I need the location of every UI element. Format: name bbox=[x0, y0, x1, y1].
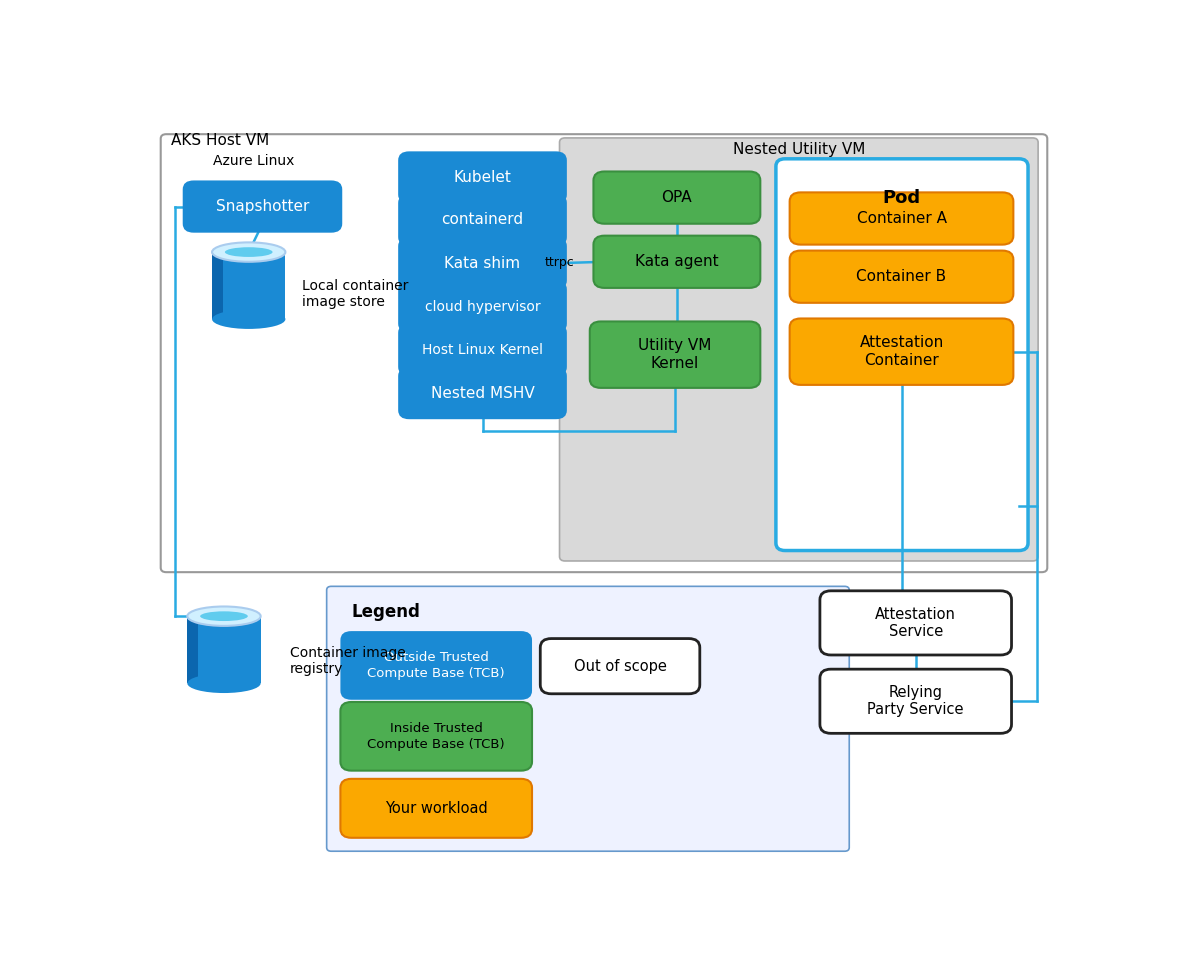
FancyBboxPatch shape bbox=[399, 280, 567, 332]
Text: Out of scope: Out of scope bbox=[574, 659, 666, 673]
Text: Nested Utility VM: Nested Utility VM bbox=[732, 142, 865, 157]
FancyBboxPatch shape bbox=[341, 702, 532, 770]
Text: Attestation
Container: Attestation Container bbox=[859, 335, 944, 368]
FancyBboxPatch shape bbox=[399, 194, 567, 246]
Text: Container image
registry: Container image registry bbox=[290, 646, 406, 676]
Text: Attestation
Service: Attestation Service bbox=[875, 607, 956, 640]
Bar bbox=[187, 616, 260, 683]
Text: Outside Trusted
Compute Base (TCB): Outside Trusted Compute Base (TCB) bbox=[368, 651, 505, 680]
Text: Kata shim: Kata shim bbox=[445, 256, 521, 270]
Text: Inside Trusted
Compute Base (TCB): Inside Trusted Compute Base (TCB) bbox=[368, 722, 505, 751]
Bar bbox=[187, 616, 199, 683]
Bar bbox=[212, 252, 224, 319]
FancyBboxPatch shape bbox=[399, 324, 567, 376]
FancyBboxPatch shape bbox=[399, 151, 567, 203]
Text: Pod: Pod bbox=[883, 189, 920, 207]
Text: containerd: containerd bbox=[441, 212, 524, 228]
FancyBboxPatch shape bbox=[820, 591, 1011, 655]
Bar bbox=[212, 252, 285, 319]
FancyBboxPatch shape bbox=[560, 138, 1039, 561]
FancyBboxPatch shape bbox=[790, 319, 1014, 385]
FancyBboxPatch shape bbox=[161, 134, 1047, 572]
FancyBboxPatch shape bbox=[327, 586, 849, 851]
Text: Nested MSHV: Nested MSHV bbox=[431, 386, 535, 400]
FancyBboxPatch shape bbox=[541, 639, 700, 694]
Text: Azure Linux: Azure Linux bbox=[213, 154, 295, 168]
FancyBboxPatch shape bbox=[341, 631, 532, 700]
Ellipse shape bbox=[187, 673, 260, 693]
Text: Legend: Legend bbox=[351, 603, 420, 621]
FancyBboxPatch shape bbox=[399, 237, 567, 290]
Ellipse shape bbox=[212, 309, 285, 328]
FancyBboxPatch shape bbox=[590, 322, 761, 388]
Text: Kubelet: Kubelet bbox=[453, 170, 511, 185]
Text: cloud hypervisor: cloud hypervisor bbox=[425, 299, 541, 314]
FancyBboxPatch shape bbox=[399, 367, 567, 420]
Ellipse shape bbox=[187, 607, 260, 626]
Text: Host Linux Kernel: Host Linux Kernel bbox=[422, 343, 543, 357]
Ellipse shape bbox=[212, 242, 285, 262]
FancyBboxPatch shape bbox=[594, 235, 761, 288]
FancyBboxPatch shape bbox=[594, 172, 761, 224]
Text: Utility VM
Kernel: Utility VM Kernel bbox=[639, 338, 712, 371]
Text: Snapshotter: Snapshotter bbox=[215, 199, 309, 214]
FancyBboxPatch shape bbox=[790, 251, 1014, 302]
Text: ttrpc: ttrpc bbox=[544, 256, 574, 268]
Text: Relying
Party Service: Relying Party Service bbox=[867, 685, 964, 717]
Ellipse shape bbox=[225, 247, 272, 257]
FancyBboxPatch shape bbox=[820, 670, 1011, 734]
FancyBboxPatch shape bbox=[790, 193, 1014, 244]
Text: Your workload: Your workload bbox=[384, 800, 487, 816]
Text: AKS Host VM: AKS Host VM bbox=[170, 133, 269, 147]
Text: OPA: OPA bbox=[661, 190, 692, 205]
FancyBboxPatch shape bbox=[776, 159, 1028, 550]
Ellipse shape bbox=[200, 611, 247, 621]
Text: Local container
image store: Local container image store bbox=[302, 279, 408, 309]
FancyBboxPatch shape bbox=[182, 180, 342, 233]
Text: Container B: Container B bbox=[856, 269, 946, 284]
Text: Container A: Container A bbox=[856, 211, 946, 226]
Text: Kata agent: Kata agent bbox=[635, 254, 719, 269]
FancyBboxPatch shape bbox=[341, 779, 532, 838]
